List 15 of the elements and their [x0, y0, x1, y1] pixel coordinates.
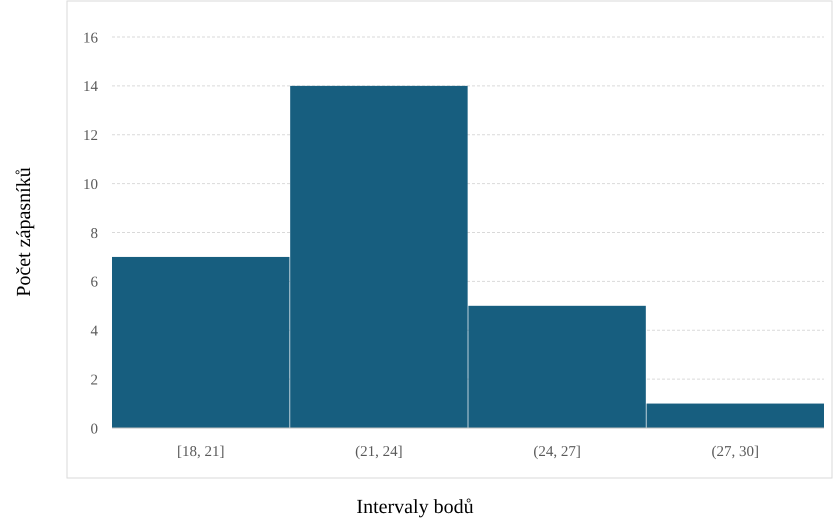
- y-tick-label: 14: [83, 79, 98, 96]
- y-tick-label: 8: [90, 226, 98, 242]
- x-tick-label: [18, 21]: [176, 444, 224, 460]
- y-tick-label: 2: [90, 372, 98, 388]
- y-tick-label: 6: [90, 274, 98, 291]
- y-tick-label: 0: [90, 421, 98, 438]
- x-axis-title: Intervaly bodů: [356, 496, 474, 518]
- y-tick-label: 12: [83, 128, 98, 144]
- x-tick-label: (27, 30]: [712, 444, 760, 460]
- y-axis-title: Počet zápasníků: [13, 167, 35, 297]
- y-tick-label: 16: [83, 30, 98, 46]
- x-tick-label: (21, 24]: [355, 444, 403, 460]
- y-tick-label: 4: [90, 324, 98, 340]
- y-tick-label: 10: [83, 176, 98, 193]
- x-tick-label: (24, 27]: [533, 444, 581, 460]
